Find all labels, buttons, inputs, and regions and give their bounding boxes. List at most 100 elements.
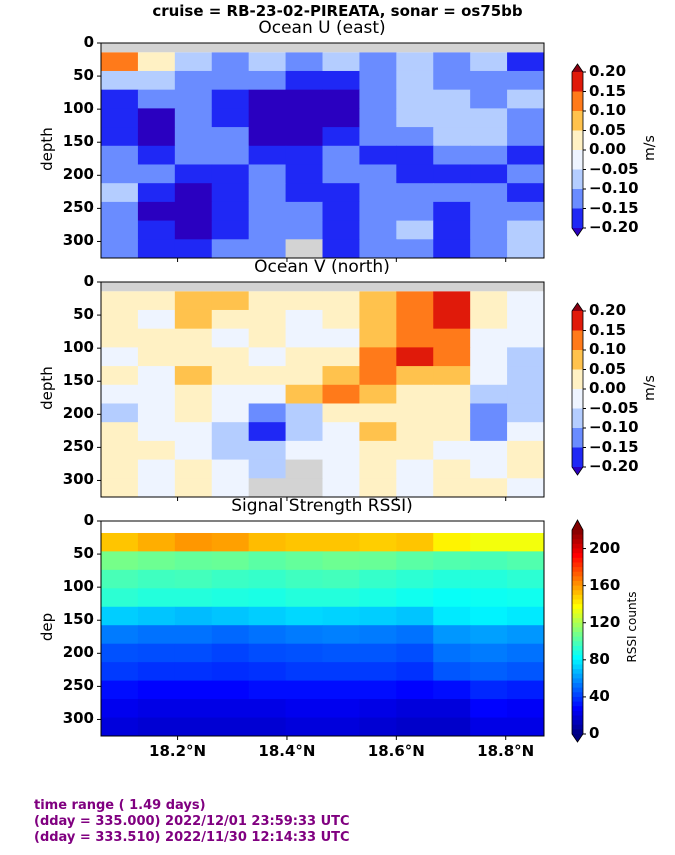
figure-suptitle: cruise = RB-23-02-PIREATA, sonar = os75b… (152, 2, 523, 20)
heat-cell (101, 643, 139, 663)
colorbar-segment (572, 576, 583, 582)
colorbar-segment (572, 543, 583, 549)
heat-cell (470, 127, 508, 147)
heat-cell (396, 699, 434, 719)
colorbar-segment (572, 683, 583, 689)
start-time-line: (dday = 333.510) 2022/11/30 12:14:33 UTC (34, 830, 350, 845)
colorbar-segment (572, 669, 583, 675)
heat-cell (211, 328, 250, 348)
ytick-label: 100 (62, 338, 94, 357)
heat-cell (211, 366, 250, 386)
panel-2-cells (101, 521, 545, 737)
heat-cell (211, 201, 250, 222)
heat-cell (285, 70, 323, 91)
heat-cell (285, 366, 323, 386)
heat-cell (137, 588, 176, 608)
colorbar-segment (572, 627, 583, 633)
heat-cell (507, 220, 545, 240)
heat-cell (101, 403, 139, 423)
heat-cell (174, 183, 213, 203)
heat-cell (433, 569, 471, 589)
no-data-band (101, 282, 544, 292)
ytick-label: 200 (62, 643, 94, 662)
heat-cell (211, 127, 250, 147)
heat-cell (101, 309, 139, 330)
heat-cell (359, 145, 397, 165)
heat-cell (507, 164, 545, 184)
heat-cell (322, 422, 360, 442)
heat-cell (137, 70, 176, 91)
heat-cell (101, 478, 139, 498)
heat-cell (211, 239, 250, 259)
heat-cell (507, 680, 545, 700)
heat-cell (285, 403, 323, 423)
heat-cell (101, 625, 139, 645)
heat-cell (507, 108, 545, 128)
heat-cell (322, 403, 360, 423)
heat-cell (322, 662, 360, 682)
heat-cell (507, 145, 545, 165)
cbar-tick-label: 0.00 (589, 379, 627, 397)
heat-cell (396, 52, 434, 72)
heat-cell (322, 291, 360, 311)
heat-cell (507, 422, 545, 442)
ytick-label: 250 (62, 198, 94, 217)
heat-cell (101, 699, 139, 719)
heat-cell (285, 309, 323, 330)
heat-cell (359, 551, 397, 571)
heat-cell (285, 459, 323, 479)
heat-cell (470, 662, 508, 682)
heat-cell (174, 699, 213, 719)
heat-cell (507, 347, 545, 367)
heat-cell (322, 606, 360, 626)
heat-cell (101, 588, 139, 608)
rssi-panel-title: Signal Strength RSSI) (231, 496, 413, 516)
xtick-label: 18.8°N (477, 742, 535, 760)
ytick-label: 300 (62, 470, 94, 489)
ytick-label: 50 (73, 544, 94, 563)
heat-cell (101, 220, 139, 240)
heat-cell (174, 201, 213, 222)
ytick-label: 250 (62, 676, 94, 695)
heat-cell (285, 680, 323, 700)
rssi-cbar-label: RSSI counts (625, 591, 639, 663)
heat-cell (359, 89, 397, 109)
cbar-tick-label: 160 (589, 575, 621, 594)
heat-cell (433, 459, 471, 479)
heat-cell (248, 551, 287, 571)
colorbar-segment (572, 539, 583, 545)
heat-cell (396, 422, 434, 442)
colorbar-segment (572, 169, 583, 190)
heat-cell (248, 145, 287, 165)
heat-cell (359, 239, 397, 259)
heat-cell (396, 606, 434, 626)
heat-cell (507, 70, 545, 91)
colorbar-segment (572, 706, 583, 712)
heat-cell (174, 239, 213, 259)
heat-cell (507, 699, 545, 719)
heat-cell (248, 588, 287, 608)
heat-cell (137, 625, 176, 645)
heat-cell (359, 422, 397, 442)
heat-cell (396, 347, 434, 367)
heat-cell (248, 606, 287, 626)
heat-cell (174, 588, 213, 608)
heat-cell (174, 89, 213, 109)
colorbar-segment (572, 613, 583, 619)
heat-cell (211, 70, 250, 91)
heat-cell (433, 89, 471, 109)
heat-cell (359, 662, 397, 682)
heat-cell (248, 699, 287, 719)
heat-cell (396, 220, 434, 240)
heat-cell (396, 201, 434, 222)
colorbar-segment (572, 189, 583, 209)
heat-cell (285, 384, 323, 404)
heat-cell (322, 328, 360, 348)
heat-cell (248, 366, 287, 386)
heat-cell (396, 440, 434, 461)
heat-cell (137, 459, 176, 479)
heat-cell (322, 347, 360, 367)
heat-cell (248, 309, 287, 330)
heat-cell (396, 643, 434, 663)
colorbar-segment (572, 111, 583, 131)
